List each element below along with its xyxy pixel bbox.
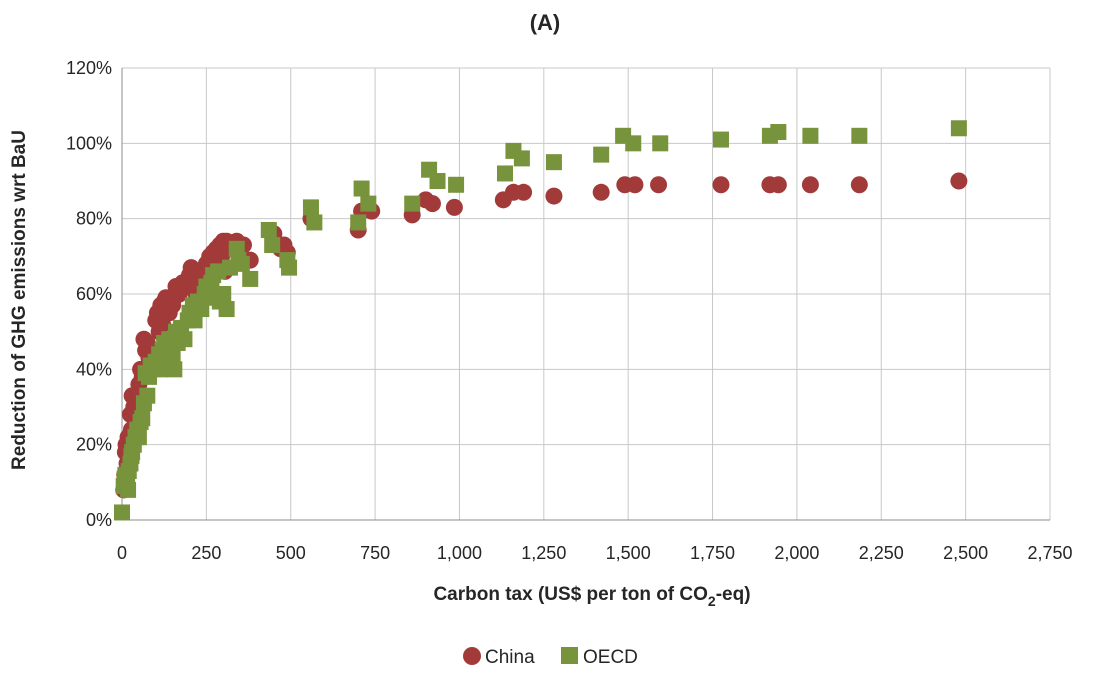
china-point xyxy=(423,195,441,213)
oecd-point xyxy=(134,410,151,427)
china-point xyxy=(445,198,463,216)
china-point xyxy=(769,176,787,194)
oecd-point xyxy=(950,120,967,137)
x-axis-title: Carbon tax (US$ per ton of CO2-eq) xyxy=(433,584,750,609)
oecd-point xyxy=(448,176,465,193)
legend-label-china: China xyxy=(485,647,535,668)
oecd-point xyxy=(233,255,250,272)
oecd-point xyxy=(593,146,610,163)
y-tick-label: 40% xyxy=(76,359,112,379)
oecd-point xyxy=(242,270,259,287)
oecd-point xyxy=(350,214,367,231)
x-axis-tick-labels: 0 250 500 750 1,000 1,250 1,500 1,750 2,000 2,250… xyxy=(117,543,1073,563)
x-tick-label: 750 xyxy=(360,543,390,563)
china-point xyxy=(545,187,563,205)
x-axis-title-suffix: -eq) xyxy=(716,584,751,605)
oecd-point xyxy=(802,127,819,144)
legend-marker-china xyxy=(463,647,481,665)
oecd-point xyxy=(139,387,156,404)
x-tick-label: 2,500 xyxy=(943,543,988,563)
oecd-point xyxy=(130,429,147,446)
grid-lines xyxy=(122,67,1051,520)
x-tick-label: 2,750 xyxy=(1027,543,1072,563)
oecd-point xyxy=(114,504,130,521)
y-tick-label: 120% xyxy=(66,58,112,78)
china-point xyxy=(801,176,819,194)
y-tick-label: 0% xyxy=(86,510,112,530)
oecd-point xyxy=(260,221,277,238)
x-tick-label: 2,000 xyxy=(774,543,819,563)
oecd-point xyxy=(513,150,530,167)
oecd-point xyxy=(302,199,319,216)
china-point xyxy=(515,183,533,201)
x-tick-label: 2,250 xyxy=(859,543,904,563)
oecd-point xyxy=(166,361,183,378)
series-oecd xyxy=(114,120,967,521)
china-point xyxy=(626,176,644,194)
china-point xyxy=(592,183,610,201)
x-tick-label: 250 xyxy=(191,543,221,563)
y-axis-title: Reduction of GHG emissions wrt BaU xyxy=(9,130,30,470)
chart-title: (A) xyxy=(530,10,561,35)
legend-marker-oecd xyxy=(561,647,578,664)
x-tick-label: 0 xyxy=(117,543,127,563)
x-tick-label: 1,000 xyxy=(437,543,482,563)
y-tick-label: 60% xyxy=(76,284,112,304)
oecd-point xyxy=(215,286,232,302)
china-point xyxy=(850,176,868,194)
oecd-point xyxy=(353,180,370,197)
y-tick-label: 80% xyxy=(76,209,112,229)
china-point xyxy=(650,176,668,194)
legend: China OECD xyxy=(463,647,638,668)
oecd-point xyxy=(360,195,377,212)
oecd-point xyxy=(281,259,298,276)
oecd-point xyxy=(712,131,729,148)
oecd-point xyxy=(218,301,235,318)
oecd-point xyxy=(652,135,669,152)
series-china xyxy=(115,172,968,499)
oecd-point xyxy=(429,173,446,189)
x-axis-title-main: Carbon tax (US$ per ton of CO xyxy=(433,584,707,605)
china-point xyxy=(712,176,730,194)
oecd-point xyxy=(625,135,642,152)
x-tick-label: 1,500 xyxy=(606,543,651,563)
x-tick-label: 1,750 xyxy=(690,543,735,563)
oecd-point xyxy=(176,331,193,348)
oecd-point xyxy=(497,165,514,182)
oecd-point xyxy=(770,124,787,141)
oecd-point xyxy=(545,154,562,171)
oecd-point xyxy=(120,481,137,498)
legend-label-oecd: OECD xyxy=(583,647,638,668)
oecd-point xyxy=(306,214,323,231)
oecd-point xyxy=(851,127,868,144)
oecd-point xyxy=(264,237,281,254)
x-tick-label: 500 xyxy=(276,543,306,563)
y-tick-label: 20% xyxy=(76,435,112,455)
x-axis-title-subscript: 2 xyxy=(708,593,716,609)
china-point xyxy=(950,172,968,190)
y-tick-label: 100% xyxy=(66,133,112,153)
oecd-point xyxy=(404,195,421,212)
y-axis-tick-labels: 0% 20% 40% 60% 80% 100% 120% xyxy=(66,58,112,530)
x-tick-label: 1,250 xyxy=(521,543,566,563)
